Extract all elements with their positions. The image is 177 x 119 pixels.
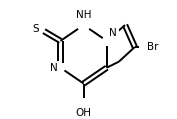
Text: Br: Br <box>147 42 158 52</box>
Text: N: N <box>50 63 58 73</box>
Text: N: N <box>109 28 117 38</box>
Text: S: S <box>32 24 39 34</box>
Text: OH: OH <box>76 108 92 118</box>
Text: NH: NH <box>76 10 91 20</box>
